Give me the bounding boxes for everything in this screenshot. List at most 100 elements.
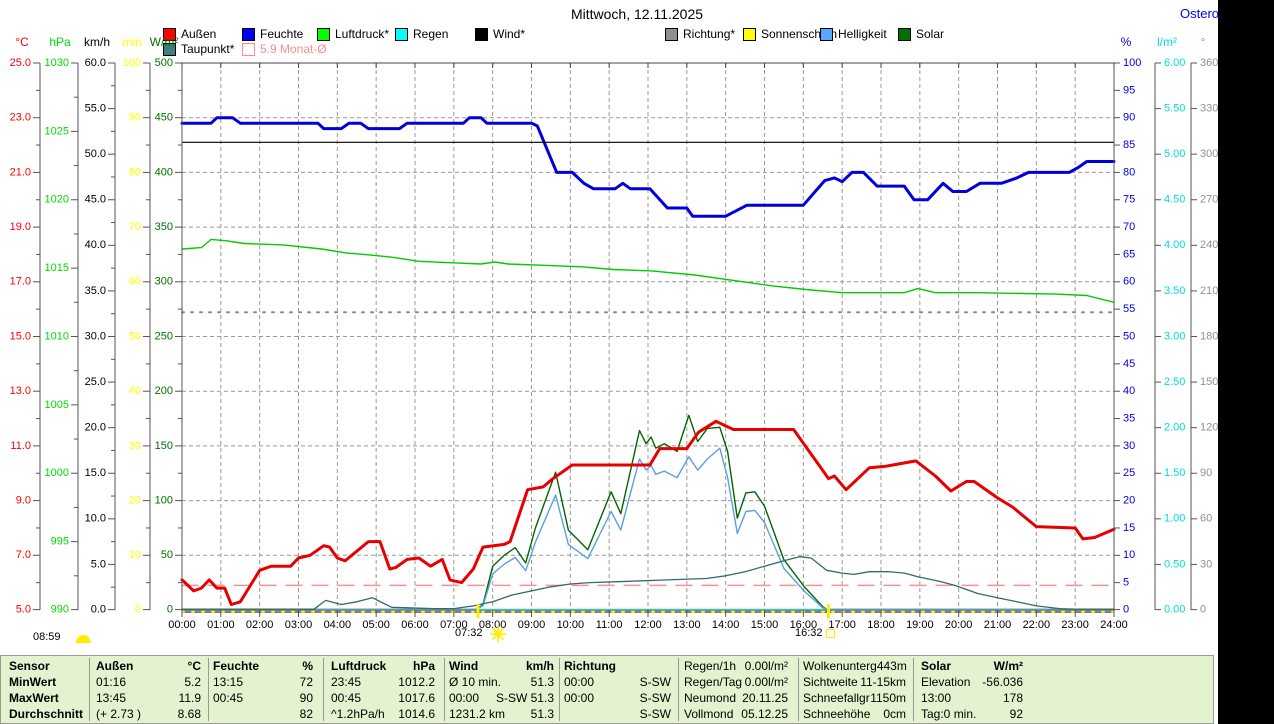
series-feuchte: [180, 116, 1116, 218]
table-row: MinWert: [9, 674, 89, 690]
axis-unit-label: °: [1201, 35, 1206, 49]
table-cell: 01:16: [96, 675, 127, 689]
table-cell: MaxWert: [9, 691, 59, 705]
legend-label: Feuchte: [260, 27, 304, 41]
legend-swatch-icon: [242, 27, 255, 41]
table-cell: 5.2: [184, 675, 201, 689]
axis-unit-label: km/h: [84, 35, 110, 49]
axis-tick-label: 210: [1200, 285, 1218, 297]
table-cell: Regen/1h: [684, 659, 737, 673]
axis-unit-label: hPa: [49, 35, 71, 49]
axis-unit-label: min: [122, 35, 141, 49]
table-cell: Schneehöhe: [803, 707, 871, 721]
legend-item-regen: Regen: [395, 27, 448, 41]
table-row: 00:45 1017.6: [331, 690, 435, 706]
x-tick-label: 05:00: [362, 619, 390, 631]
axis-tick-label: 60.0: [85, 57, 106, 69]
axis-tick-label: 200: [155, 385, 173, 397]
legend-item-taupunkt: Taupunkt*: [163, 42, 234, 56]
legend-swatch-icon: [743, 27, 756, 41]
table-separator: [89, 658, 90, 721]
axis-tick-label: 25: [1123, 467, 1135, 479]
table-cell: Ø 10 min.: [449, 675, 502, 689]
axis-tick-label: 50: [1123, 330, 1135, 342]
axis-tick-label: 23.0: [10, 112, 31, 124]
table-cell: 00:45: [213, 691, 244, 705]
axis-tick-label: 450: [155, 112, 173, 124]
axis-tick-label: 0.0: [91, 604, 106, 616]
table-cell: Regen/Tag: [684, 675, 743, 689]
table-cell: 23:45: [331, 675, 362, 689]
table-row: 00:00 S-SW 51.3: [449, 690, 554, 706]
table-cell: Elevation: [921, 675, 971, 689]
table-separator: [208, 658, 209, 721]
axis-tick-label: 360: [1200, 57, 1218, 69]
axis-tick-label: 500: [155, 57, 173, 69]
axis-tick-label: 10: [1123, 549, 1135, 561]
table-cell: 20.11.25: [742, 691, 788, 705]
axis-temp: 5.0 7.0 9.0 11.0 13.0 15.0 17.0 19.0 21.0 23.0 25.…: [10, 35, 41, 616]
axis-tick-label: 55.0: [85, 102, 106, 114]
x-tick-label: 06:00: [401, 619, 429, 631]
legend-label: Taupunkt*: [181, 42, 235, 56]
axis-unit-label: °C: [15, 35, 29, 49]
legend-swatch-icon: [395, 27, 408, 41]
table-cell: Sensor: [9, 659, 50, 673]
table-cell: °C: [187, 659, 201, 673]
moonrise-time-label: 08:59: [33, 631, 61, 643]
axis-tick-label: 1.00: [1164, 513, 1185, 525]
axis-tick-label: 90: [129, 112, 141, 124]
table-cell: 1150m: [870, 691, 906, 705]
table-row: 82: [213, 706, 313, 722]
series-auen: [180, 419, 1116, 606]
axis-humidity: 0 5 10 15 20 25 30 35 40 45 50 55 60 65 70 75 80 85 90 95 10…: [1113, 35, 1141, 616]
axis-tick-label: 11.0: [10, 440, 31, 452]
series-helligkeit: [181, 447, 1115, 610]
axis-tick-label: 300: [1200, 148, 1218, 160]
sunset-square-icon: [826, 629, 835, 638]
table-row: Luftdruck hPa: [331, 658, 435, 674]
table-cell: 13:00: [921, 691, 952, 705]
table-row: Wind km/h: [449, 658, 554, 674]
axis-tick-label: 10: [129, 549, 141, 561]
axis-tick-label: 2.00: [1164, 422, 1185, 434]
legend-label: Wind*: [493, 27, 526, 41]
axis-tick-label: 4.00: [1164, 239, 1185, 251]
axis-tick-label: 40: [1123, 385, 1135, 397]
legend-label: Helligkeit: [838, 27, 887, 41]
axis-tick-label: 1000: [45, 467, 69, 479]
table-cell: 1012.2: [398, 675, 435, 689]
x-tick-label: 21:00: [984, 619, 1012, 631]
table-cell: 0.00l/m²: [744, 659, 788, 673]
series-taupunkt: [181, 556, 1115, 610]
table-row: Elevation -56.036: [921, 674, 1023, 690]
axis-tick-label: 100: [155, 495, 173, 507]
x-tick-label: 11:00: [596, 619, 623, 631]
table-cell: 00:00: [564, 675, 595, 689]
axis-tick-label: 150: [1200, 376, 1218, 388]
x-tick-label: 09:00: [518, 619, 546, 631]
table-separator: [678, 658, 679, 721]
x-tick-label: 16:00: [790, 619, 818, 631]
axis-tick-label: 45: [1123, 358, 1135, 370]
axis-tick-label: 50.0: [85, 148, 106, 160]
axis-tick-label: 270: [1200, 194, 1218, 206]
table-separator: [913, 658, 914, 721]
axis-unit-label: l/m²: [1157, 35, 1177, 49]
table-cell: 13:45: [96, 691, 127, 705]
axis-tick-label: 30: [1123, 440, 1135, 452]
axis-tick-label: 400: [155, 166, 173, 178]
x-tick-label: 17:00: [828, 619, 856, 631]
axis-tick-label: 40.0: [85, 239, 106, 251]
x-tick-label: 07:00: [440, 619, 468, 631]
table-cell: Wind: [449, 659, 479, 673]
legend-item-feuchte: Feuchte: [242, 27, 303, 41]
table-column: Wolkenunterg 443m Sichtweite 11-15km Schneef…: [803, 658, 907, 722]
axis-tick-label: 1010: [45, 330, 69, 342]
axis-tick-label: 120: [1200, 422, 1218, 434]
table-row: Tag:0 min. 92: [921, 706, 1023, 722]
axis-tick-label: 25.0: [10, 57, 31, 69]
table-cell: Feuchte: [213, 659, 260, 673]
axis-tick-label: 250: [155, 330, 173, 342]
